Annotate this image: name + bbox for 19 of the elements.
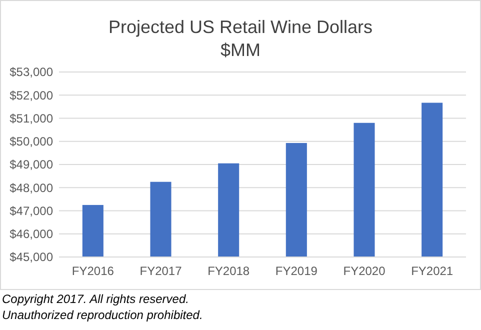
- y-tick-label: $48,000: [10, 180, 54, 195]
- y-tick-label: $52,000: [10, 88, 54, 102]
- x-tick-label: FY2021: [411, 264, 454, 278]
- x-tick-label: FY2019: [275, 264, 318, 278]
- y-tick-label: $49,000: [10, 158, 54, 172]
- y-tick-label: $51,000: [10, 111, 54, 126]
- x-tick-label: FY2017: [140, 264, 182, 278]
- text: Unauthorized reproduction prohibited.: [2, 308, 203, 322]
- x-tick-label: FY2018: [208, 264, 250, 278]
- chart-subtitle: $MM: [220, 40, 260, 60]
- chart-title: Projected US Retail Wine Dollars: [108, 17, 373, 37]
- x-tick-label: FY2016: [72, 264, 114, 278]
- y-tick-label: $46,000: [10, 227, 54, 242]
- y-tick-label: $50,000: [10, 134, 54, 149]
- y-tick-label: $53,000: [10, 65, 54, 80]
- y-tick-label: $47,000: [10, 204, 54, 218]
- text: Copyright 2017. All rights reserved.: [2, 292, 189, 306]
- y-tick-label: $45,000: [10, 250, 54, 264]
- x-tick-label: FY2020: [343, 264, 386, 278]
